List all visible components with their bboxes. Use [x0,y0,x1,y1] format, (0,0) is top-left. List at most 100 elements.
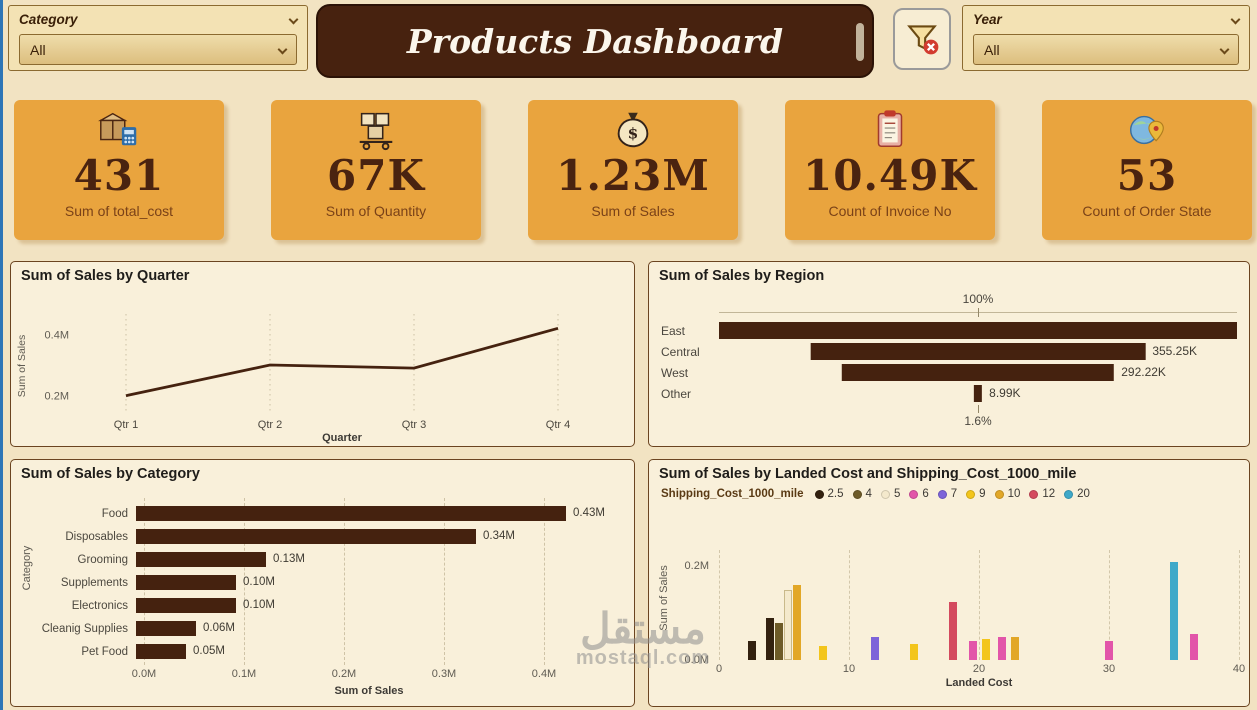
funnel-category-label: Central [661,344,700,359]
column-bar[interactable] [783,589,792,660]
funnel-track: 355.25K [719,343,1237,360]
kpi-card: 53 Count of Order State [1042,100,1252,240]
funnel-bar[interactable] [719,322,1237,339]
x-tick-label: 40 [1232,663,1246,675]
legend-label: 10 [1007,488,1021,500]
column-bar[interactable] [871,636,879,660]
x-tick-label: Qtr 1 [114,419,138,431]
dropdown-value: All [30,41,46,58]
legend-item[interactable]: 4 [852,488,872,500]
gridline [1239,550,1240,660]
column-bar[interactable] [1011,636,1020,660]
category-bar[interactable] [136,506,566,521]
chart-title: Sum of Sales by Landed Cost and Shipping… [659,466,1077,482]
clear-filters-button[interactable] [893,8,951,70]
column-bar[interactable] [968,641,977,660]
money-bag-icon: $ [610,104,656,154]
x-tick-label: Qtr 2 [258,419,282,431]
funnel-top-axis: 100% [719,290,1237,320]
funnel-bar[interactable] [810,343,1146,360]
funnel-bottom-axis: 1.6% [719,404,1237,432]
bar-track: 0.34M [136,529,626,544]
legend-label: 4 [865,488,872,500]
funnel-track [719,322,1237,339]
legend-color-dot [966,489,976,499]
hbar-chart: Category Food 0.43M Disposables 0.34M Gr… [11,484,634,697]
kpi-label: Sum of Quantity [325,203,427,220]
legend-item[interactable]: 12 [1029,488,1055,500]
dropdown-chevron-icon[interactable] [277,44,288,55]
column-bar[interactable] [1105,641,1113,660]
legend-item[interactable]: 20 [1064,488,1090,500]
legend-color-dot [937,489,947,499]
year-dropdown[interactable]: All [973,34,1239,65]
column-bar[interactable] [774,622,783,660]
sales-line[interactable] [125,326,559,398]
category-bar[interactable] [136,644,186,659]
gridline [1109,550,1110,660]
x-tick-label: 0.1M [231,668,257,680]
bar-category-label: Pet Food [81,645,128,658]
funnel-row: Central 355.25K [649,341,1249,362]
legend-item[interactable]: 2.5 [814,488,844,500]
legend-label: 5 [893,488,901,500]
column-bar[interactable] [1189,634,1198,660]
category-dropdown[interactable]: All [19,34,297,65]
category-bar[interactable] [136,575,236,590]
column-bar[interactable] [998,636,1007,660]
column-bar[interactable] [793,585,801,660]
dropdown-chevron-icon[interactable] [1219,44,1230,55]
bar-track: 0.06M [136,621,626,636]
kpi-value: 431 [73,151,165,200]
legend-item[interactable]: 10 [994,488,1021,500]
funnel-row: West 292.22K [649,362,1249,383]
globe-pin-icon [1124,104,1170,154]
category-bar[interactable] [136,552,266,567]
legend-label: 20 [1077,488,1090,500]
x-tick-label: 0 [715,663,723,675]
collapse-chevron-icon[interactable] [288,14,299,25]
bar-track: 0.10M [136,598,626,613]
funnel-chart: 100% East Central 355.25K West 292.22K [649,290,1249,432]
legend-item[interactable]: 7 [937,488,957,500]
column-bar[interactable] [819,646,827,660]
legend-color-dot [909,489,919,499]
kpi-card: 431 Sum of total_cost [14,100,224,240]
column-bar[interactable] [1170,561,1178,660]
bar-category-label: Food [101,507,128,520]
column-bar[interactable] [765,617,774,660]
category-bar[interactable] [136,529,476,544]
column-plot-area: Sum of Sales 0.0M 0.2M [658,550,1240,666]
kpi-card: $1.23M Sum of Sales [528,100,738,240]
funnel-value-label: 8.99K [989,386,1021,400]
legend-item[interactable]: 6 [909,488,929,500]
category-bar[interactable] [136,598,236,613]
funnel-category-label: West [661,365,689,380]
package-calculator-icon [96,104,142,154]
bar-value-label: 0.05M [193,645,225,657]
funnel-row: East [649,320,1249,341]
collapse-chevron-icon[interactable] [1230,14,1241,25]
bar-row: Supplements 0.10M [19,571,626,594]
kpi-row: 431 Sum of total_cost 67K Sum of Quantity … [14,100,1257,240]
x-axis: 0 10 20 30 40 [715,663,1245,677]
category-bar[interactable] [136,621,196,636]
funnel-bar[interactable] [973,385,983,402]
x-tick-label: 0.0M [131,668,157,680]
panel-sales-by-region: Sum of Sales by Region 100% East Central… [648,261,1250,447]
bar-value-label: 0.10M [243,576,275,588]
legend-color-dot [852,489,862,499]
funnel-bar[interactable] [841,364,1115,381]
column-bar[interactable] [949,601,957,660]
legend-item[interactable]: 5 [880,488,901,500]
invoice-icon [867,104,913,154]
bar-value-label: 0.34M [483,530,515,542]
column-bar[interactable] [747,641,756,660]
column-bar[interactable] [910,643,918,660]
funnel-track: 8.99K [719,385,1237,402]
kpi-value: 1.23M [556,151,710,200]
legend-item[interactable]: 9 [966,488,986,500]
legend-label: 12 [1042,488,1056,500]
column-bar[interactable] [981,638,990,660]
kpi-card: 67K Sum of Quantity [271,100,481,240]
